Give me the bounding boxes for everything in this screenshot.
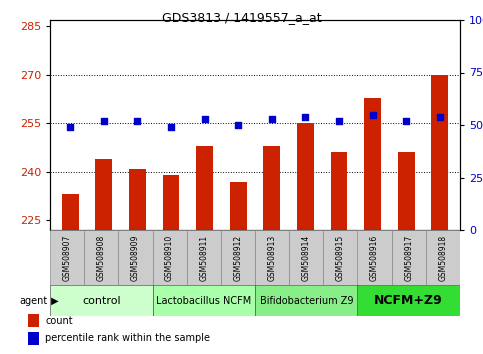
Point (268, 116, 276, 121)
Bar (323, 230, 357, 285)
Text: GSM508909: GSM508909 (131, 234, 140, 281)
Bar (163, 175, 179, 230)
Bar (426, 230, 460, 285)
Bar (95, 159, 112, 230)
Text: Lactobacillus NCFM: Lactobacillus NCFM (156, 296, 251, 306)
Bar (196, 146, 213, 230)
Point (234, 122, 242, 128)
Bar (289, 230, 323, 285)
Text: GDS3813 / 1419557_a_at: GDS3813 / 1419557_a_at (162, 11, 321, 24)
Bar (431, 75, 448, 230)
Point (301, 114, 309, 119)
Bar (255, 285, 357, 316)
Bar (50, 230, 84, 285)
Point (436, 114, 444, 119)
Text: GSM508912: GSM508912 (233, 234, 242, 281)
Point (335, 118, 343, 124)
Bar (398, 153, 414, 230)
Point (133, 118, 141, 124)
Bar (28, 314, 40, 327)
Text: GSM508911: GSM508911 (199, 234, 208, 281)
Text: GSM508907: GSM508907 (63, 234, 71, 281)
Bar (153, 285, 255, 316)
Bar (392, 230, 426, 285)
Text: GSM508917: GSM508917 (404, 234, 413, 281)
Text: control: control (82, 296, 121, 306)
Point (369, 112, 376, 117)
Bar (50, 285, 153, 316)
Bar (84, 230, 118, 285)
Text: agent: agent (19, 296, 48, 306)
Text: percentile rank within the sample: percentile rank within the sample (45, 333, 210, 343)
Bar (28, 332, 40, 345)
Point (402, 118, 410, 124)
Bar (263, 146, 280, 230)
Bar (129, 169, 146, 230)
Text: GSM508913: GSM508913 (268, 234, 277, 281)
Point (100, 118, 108, 124)
Text: count: count (45, 316, 72, 326)
Bar (118, 230, 153, 285)
Point (167, 124, 175, 130)
Bar (357, 285, 460, 316)
Text: GSM508908: GSM508908 (97, 234, 106, 281)
Bar (221, 230, 255, 285)
Point (201, 116, 209, 121)
Text: GSM508918: GSM508918 (439, 234, 447, 281)
Bar (153, 230, 186, 285)
Bar (230, 182, 247, 230)
Bar (357, 230, 392, 285)
Bar (297, 124, 314, 230)
Bar (62, 194, 79, 230)
Bar (331, 153, 347, 230)
Text: GSM508915: GSM508915 (336, 234, 345, 281)
Bar (364, 98, 381, 230)
Text: ▶: ▶ (48, 296, 58, 306)
Point (66, 124, 74, 130)
Text: GSM508916: GSM508916 (370, 234, 379, 281)
Text: Bifidobacterium Z9: Bifidobacterium Z9 (259, 296, 353, 306)
Text: NCFM+Z9: NCFM+Z9 (374, 294, 443, 307)
Text: GSM508914: GSM508914 (302, 234, 311, 281)
Bar (186, 230, 221, 285)
Text: GSM508910: GSM508910 (165, 234, 174, 281)
Bar (255, 230, 289, 285)
